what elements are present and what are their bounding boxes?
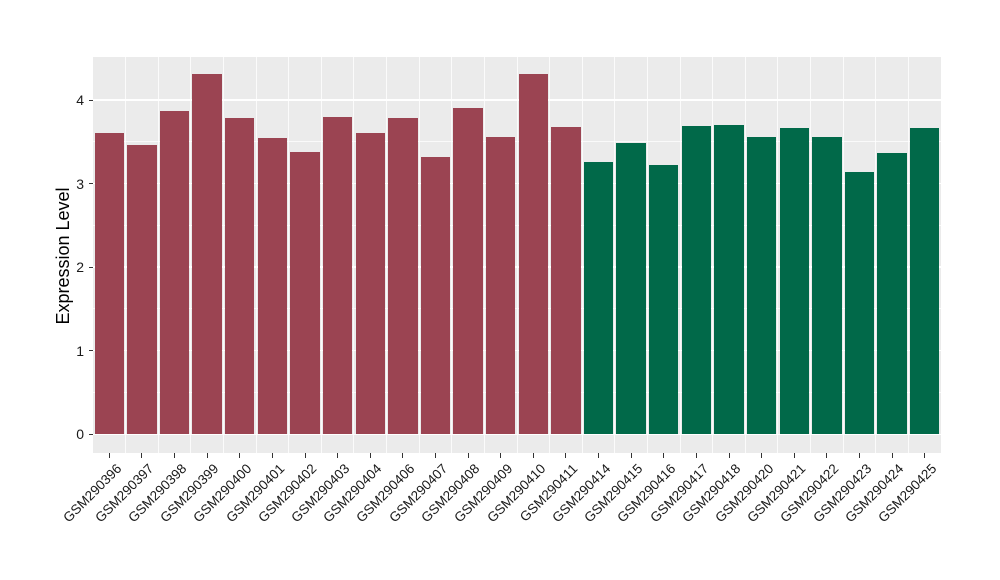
bar bbox=[192, 74, 222, 435]
y-tick-label: 0 bbox=[76, 426, 84, 443]
gridline-x bbox=[222, 57, 224, 453]
x-tick-mark bbox=[891, 453, 893, 458]
gridline-x bbox=[679, 57, 681, 453]
plot-panel bbox=[93, 57, 941, 453]
x-tick-mark bbox=[108, 453, 110, 458]
x-tick-mark bbox=[598, 453, 600, 458]
gridline-x bbox=[157, 57, 159, 453]
x-tick-mark bbox=[924, 453, 926, 458]
y-tick-mark bbox=[88, 266, 93, 268]
gridline-x bbox=[646, 57, 648, 453]
gridline-x bbox=[842, 57, 844, 453]
y-tick-label: 4 bbox=[76, 92, 84, 108]
x-tick-mark bbox=[761, 453, 763, 458]
x-tick-mark bbox=[663, 453, 665, 458]
x-tick-mark bbox=[858, 453, 860, 458]
y-tick-mark bbox=[88, 183, 93, 185]
x-tick-mark bbox=[695, 453, 697, 458]
bar bbox=[681, 125, 712, 435]
y-tick-label: 3 bbox=[76, 175, 84, 192]
gridline-x bbox=[712, 57, 714, 453]
gridline-x bbox=[125, 57, 127, 453]
gridline-x bbox=[777, 57, 779, 453]
bar bbox=[127, 145, 157, 435]
x-tick-mark bbox=[141, 453, 143, 458]
gridline-x bbox=[581, 57, 583, 453]
x-tick-mark bbox=[271, 453, 273, 458]
gridline-x bbox=[875, 57, 877, 453]
bar bbox=[812, 136, 842, 435]
bar bbox=[844, 171, 875, 435]
bar bbox=[551, 126, 581, 435]
gridline-x bbox=[418, 57, 420, 453]
x-tick-mark bbox=[304, 453, 306, 458]
gridline-x bbox=[549, 57, 551, 453]
gridline-x bbox=[907, 57, 909, 453]
x-tick-mark bbox=[239, 453, 241, 458]
gridline-x bbox=[320, 57, 322, 453]
bar bbox=[649, 165, 679, 435]
y-axis-title: Expression Level bbox=[53, 187, 73, 325]
gridline-x bbox=[353, 57, 355, 453]
x-tick-mark bbox=[402, 453, 404, 458]
bar bbox=[746, 136, 777, 435]
bar bbox=[355, 132, 385, 435]
x-tick-mark bbox=[434, 453, 436, 458]
bar bbox=[322, 116, 353, 435]
gridline-x bbox=[483, 57, 485, 453]
gridline-x bbox=[451, 57, 453, 453]
y-tick-label: 1 bbox=[76, 342, 84, 359]
bar bbox=[714, 125, 744, 435]
bar bbox=[910, 127, 940, 435]
bar bbox=[779, 128, 809, 435]
gridline-x bbox=[516, 57, 518, 453]
x-tick-mark bbox=[793, 453, 795, 458]
x-tick-mark bbox=[369, 453, 371, 458]
bar bbox=[94, 132, 124, 435]
y-tick-mark bbox=[88, 350, 93, 352]
gridline-x bbox=[190, 57, 192, 453]
y-tick-label: 2 bbox=[76, 259, 84, 276]
bar bbox=[877, 153, 907, 435]
x-tick-mark bbox=[532, 453, 534, 458]
bar bbox=[453, 107, 483, 435]
gridline-x bbox=[744, 57, 746, 453]
x-tick-mark bbox=[728, 453, 730, 458]
bar bbox=[388, 117, 418, 435]
y-tick-mark bbox=[88, 433, 93, 435]
bar bbox=[486, 136, 516, 435]
bar bbox=[290, 151, 320, 435]
gridline-x bbox=[288, 57, 290, 453]
gridline-x bbox=[386, 57, 388, 453]
x-tick-mark bbox=[630, 453, 632, 458]
bar bbox=[225, 117, 255, 435]
bar bbox=[616, 143, 646, 435]
x-tick-mark bbox=[565, 453, 567, 458]
x-tick-mark bbox=[826, 453, 828, 458]
x-tick-mark bbox=[206, 453, 208, 458]
x-tick-mark bbox=[174, 453, 176, 458]
bar bbox=[518, 74, 548, 435]
x-tick-mark bbox=[337, 453, 339, 458]
x-tick-mark bbox=[467, 453, 469, 458]
bar bbox=[159, 110, 190, 435]
y-tick-mark bbox=[88, 99, 93, 101]
bar bbox=[257, 138, 288, 435]
bar bbox=[583, 161, 614, 435]
bar bbox=[420, 156, 451, 435]
gridline-x bbox=[614, 57, 616, 453]
gridline-x bbox=[810, 57, 812, 453]
x-tick-mark bbox=[500, 453, 502, 458]
gridline-x bbox=[255, 57, 257, 453]
